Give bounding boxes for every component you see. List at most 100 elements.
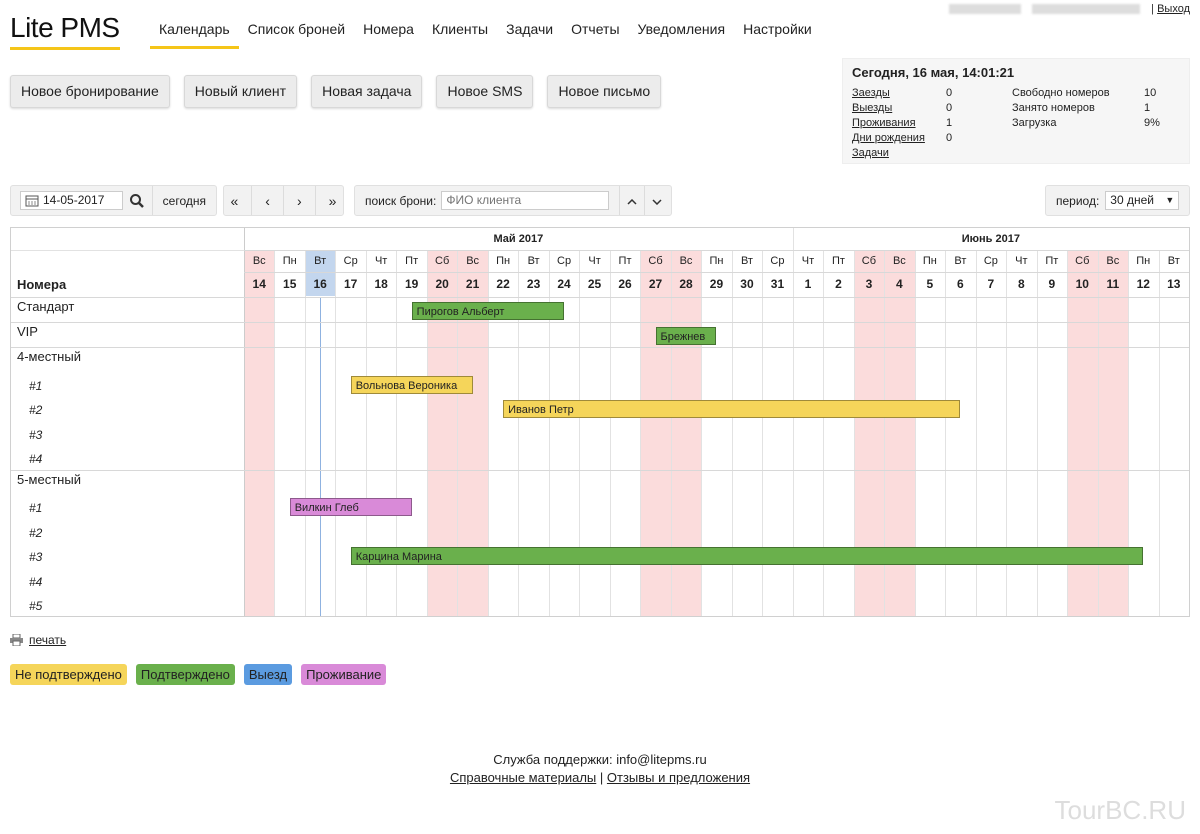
- room-type-label[interactable]: 4-местный: [17, 349, 81, 364]
- divider: [251, 186, 253, 215]
- booking-bar[interactable]: Пирогов Альберт: [411, 301, 565, 320]
- room-number-label[interactable]: #4: [29, 452, 43, 466]
- room-number-label[interactable]: #3: [29, 550, 43, 564]
- legend-unconfirmed: Не подтверждено: [10, 664, 127, 685]
- grid-line: [274, 250, 276, 616]
- room-number-label[interactable]: #1: [29, 501, 43, 515]
- new-client-button[interactable]: Новый клиент: [183, 75, 298, 108]
- booking-bar[interactable]: Вилкин Глеб: [289, 498, 412, 517]
- new-sms-button[interactable]: Новое SMS: [436, 75, 534, 108]
- room-number-label[interactable]: #3: [29, 427, 43, 442]
- grid-line: [304, 250, 306, 616]
- printer-icon: [10, 634, 23, 646]
- room-type-label[interactable]: VIP: [17, 324, 38, 339]
- booking-bar[interactable]: Иванов Петр: [503, 400, 961, 419]
- date-search-button[interactable]: [123, 186, 152, 215]
- period-select[interactable]: 30 дней ▼: [1105, 191, 1180, 210]
- logout-link[interactable]: Выход: [1157, 3, 1190, 15]
- summary-tasks-link[interactable]: Задачи: [852, 147, 889, 159]
- chevron-down-icon[interactable]: [645, 194, 669, 208]
- room-number-label[interactable]: #2: [29, 403, 43, 417]
- nav-calendar[interactable]: Календарь: [150, 18, 239, 49]
- day-number[interactable]: 20: [435, 277, 449, 291]
- day-number[interactable]: 2: [835, 277, 842, 291]
- day-number[interactable]: 5: [926, 277, 934, 291]
- nav-tasks[interactable]: Задачи: [506, 21, 554, 37]
- day-number[interactable]: 29: [709, 277, 724, 291]
- nav-bookings[interactable]: Список броней: [247, 21, 346, 37]
- prev-day-icon[interactable]: ‹: [265, 192, 270, 209]
- day-number[interactable]: 4: [896, 277, 903, 291]
- day-number[interactable]: 6: [957, 277, 964, 291]
- room-number-label[interactable]: #1: [29, 378, 43, 393]
- weekday-label: Пт: [831, 255, 845, 267]
- summary-birthdays-link[interactable]: Дни рождения: [852, 132, 925, 144]
- nav-clients[interactable]: Клиенты: [431, 21, 489, 37]
- next-day-icon[interactable]: ›: [296, 192, 302, 209]
- day-number[interactable]: 3: [865, 277, 873, 291]
- day-number[interactable]: 28: [679, 277, 693, 291]
- day-number[interactable]: 17: [343, 277, 358, 291]
- day-number[interactable]: 30: [740, 277, 754, 291]
- blurred-hotel-name: [1032, 4, 1141, 15]
- day-number[interactable]: 23: [526, 277, 541, 291]
- weekday-label: Сб: [435, 255, 450, 267]
- summary-checkins-link[interactable]: Заезды: [852, 87, 890, 99]
- chevron-up-icon[interactable]: [620, 194, 644, 208]
- client-search-input[interactable]: [441, 191, 610, 210]
- day-number[interactable]: 15: [283, 277, 297, 291]
- nav-settings[interactable]: Настройки: [743, 21, 812, 37]
- next-period-icon[interactable]: »: [328, 192, 337, 209]
- day-number[interactable]: 21: [465, 277, 480, 291]
- booking-bar[interactable]: Вольнова Вероника: [350, 375, 473, 394]
- weekday-label: Ср: [343, 255, 358, 267]
- booking-calendar: Май 2017 Июнь 2017 Вс 14 Пн 15 Вт 16 Ср 17 Чт 18 Пт 1…: [10, 227, 1190, 617]
- weekday-label: Пн: [282, 255, 297, 267]
- day-number[interactable]: 7: [987, 277, 995, 291]
- new-task-button[interactable]: Новая задача: [311, 75, 423, 108]
- day-number[interactable]: 9: [1048, 277, 1056, 291]
- prev-period-icon[interactable]: «: [230, 192, 239, 209]
- date-input[interactable]: 14-05-2017: [20, 191, 123, 210]
- summary-checkouts-link[interactable]: Выезды: [852, 102, 893, 114]
- weekday-label: Пт: [618, 255, 632, 267]
- new-booking-button[interactable]: Новое бронирование: [10, 75, 170, 108]
- day-number[interactable]: 13: [1167, 277, 1181, 291]
- day-number[interactable]: 14: [252, 277, 266, 291]
- room-number-label[interactable]: #2: [29, 525, 43, 540]
- print-link[interactable]: печать: [29, 633, 67, 647]
- room-type-label[interactable]: Стандарт: [17, 299, 75, 314]
- day-number[interactable]: 19: [404, 277, 419, 291]
- day-number[interactable]: 11: [1106, 277, 1120, 291]
- day-number[interactable]: 8: [1017, 277, 1025, 291]
- summary-load-value: 9%: [1144, 117, 1160, 129]
- room-number-label[interactable]: #4: [29, 574, 43, 589]
- feedback-link[interactable]: Отзывы и предложения: [606, 770, 751, 785]
- day-number[interactable]: 22: [496, 277, 510, 291]
- nav-notifications[interactable]: Уведомления: [637, 21, 726, 37]
- day-number[interactable]: 24: [557, 277, 571, 291]
- room-type-label[interactable]: 5-местный: [17, 471, 81, 487]
- footer-links: Справочные материалы | Отзывы и предложе…: [0, 770, 1200, 785]
- booking-bar[interactable]: Брежнев: [655, 326, 717, 345]
- day-number[interactable]: 26: [618, 277, 632, 291]
- day-number[interactable]: 10: [1075, 277, 1089, 291]
- app-logo[interactable]: Lite PMS: [10, 12, 120, 50]
- summary-staying-link[interactable]: Проживания: [852, 117, 916, 129]
- day-number[interactable]: 12: [1136, 277, 1150, 291]
- day-number[interactable]: 27: [648, 277, 663, 291]
- room-number-label[interactable]: #5: [29, 599, 43, 613]
- date-toolbar: 14-05-2017 сегодня: [10, 185, 217, 216]
- help-link[interactable]: Справочные материалы: [449, 770, 597, 785]
- grid-line: [884, 250, 886, 616]
- day-number[interactable]: 31: [770, 277, 785, 291]
- today-button[interactable]: сегодня: [162, 193, 206, 208]
- day-number[interactable]: 18: [374, 277, 388, 291]
- day-number[interactable]: 1: [804, 277, 812, 291]
- booking-bar[interactable]: Карцина Марина: [350, 547, 1144, 566]
- new-email-button[interactable]: Новое письмо: [547, 75, 662, 108]
- day-number[interactable]: 16: [313, 277, 327, 291]
- nav-rooms[interactable]: Номера: [363, 21, 414, 37]
- day-number[interactable]: 25: [587, 277, 602, 291]
- nav-reports[interactable]: Отчеты: [571, 21, 620, 37]
